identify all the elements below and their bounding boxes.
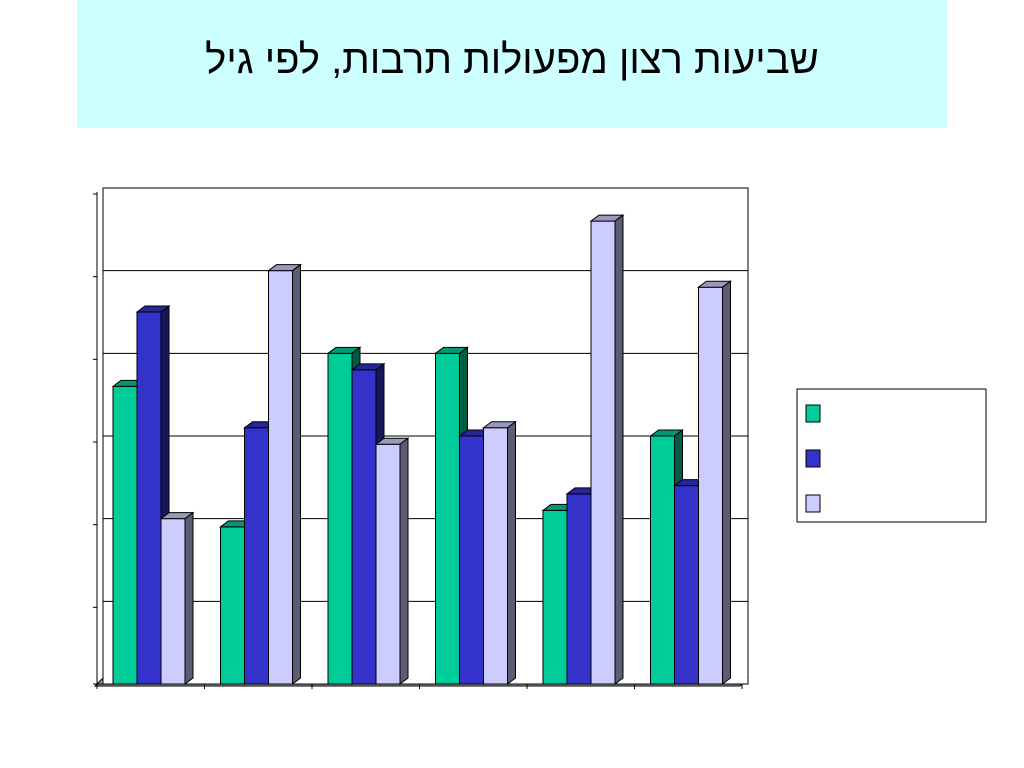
legend-swatch-s1 bbox=[805, 404, 821, 423]
bar-side bbox=[722, 280, 731, 685]
bars bbox=[111, 214, 732, 685]
bar-s3-c2 bbox=[267, 263, 302, 685]
bar-side bbox=[614, 214, 624, 685]
bar-front bbox=[244, 427, 269, 685]
axes bbox=[93, 192, 746, 689]
legend-box bbox=[796, 388, 987, 523]
legend-swatch-s2 bbox=[805, 449, 821, 468]
bar-front bbox=[590, 220, 616, 685]
bar-side bbox=[507, 420, 516, 685]
bar-front bbox=[220, 526, 245, 685]
bar-s3-c3 bbox=[374, 437, 410, 685]
bar-front bbox=[160, 518, 186, 685]
bar-front bbox=[674, 485, 699, 685]
bar-front bbox=[351, 369, 377, 685]
bar-front bbox=[698, 286, 723, 685]
bar-front bbox=[566, 493, 592, 685]
bar-front bbox=[650, 435, 675, 685]
bar-s3-c4 bbox=[482, 420, 517, 685]
bar-s3-c5 bbox=[589, 214, 625, 685]
bar-side bbox=[399, 437, 409, 685]
bar-side bbox=[184, 511, 194, 685]
bar-front bbox=[268, 270, 293, 685]
title-banner: שביעות רצון מפעולות תרבות, לפי גיל bbox=[77, 0, 947, 128]
bar-front bbox=[136, 311, 162, 685]
slide-title: שביעות רצון מפעולות תרבות, לפי גיל bbox=[205, 37, 819, 82]
bar-s3-c6 bbox=[697, 280, 732, 685]
legend-swatch-s3 bbox=[805, 494, 821, 513]
bar-front bbox=[542, 509, 568, 685]
bar-side bbox=[292, 263, 301, 685]
gridlines bbox=[103, 270, 748, 602]
bar-front bbox=[459, 435, 484, 685]
bar-front bbox=[435, 352, 460, 685]
bar-front bbox=[112, 385, 138, 685]
bar-front bbox=[375, 443, 401, 685]
bar-s3-c1 bbox=[159, 511, 195, 685]
bar-front bbox=[483, 427, 508, 685]
bar-front bbox=[327, 352, 353, 685]
legend bbox=[796, 388, 987, 523]
